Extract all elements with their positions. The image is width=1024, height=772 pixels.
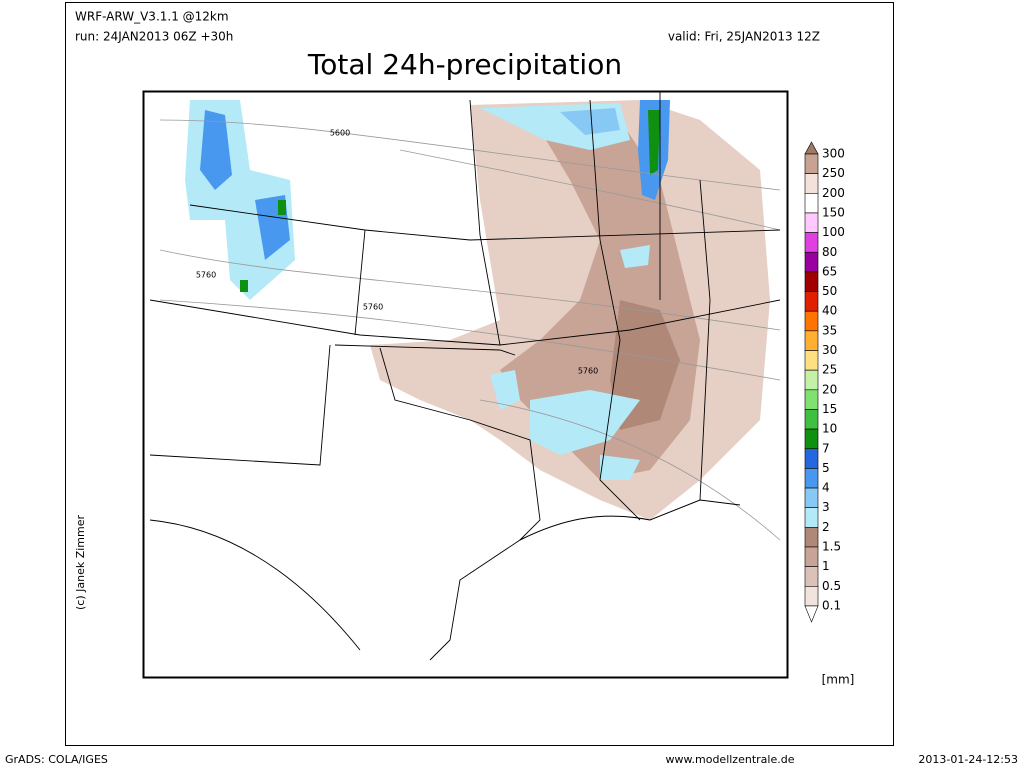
legend-label: 65 — [822, 264, 837, 278]
precip-blue-north-2 — [560, 108, 620, 135]
legend-swatch — [804, 310, 819, 332]
legend-label: 300 — [822, 147, 845, 161]
legend-swatch — [804, 291, 819, 312]
legend-swatch — [804, 448, 819, 469]
precip-west-heavy — [200, 110, 290, 260]
legend: 300 250 200 150 100 80 65 50 40 35 30 25 20 15 10 7 5 4 3 2… — [804, 141, 845, 623]
legend-label: 150 — [822, 205, 845, 219]
legend-swatch — [804, 153, 819, 174]
precip-blue-iowa — [620, 245, 650, 268]
legend-label: 40 — [822, 304, 837, 318]
legend-swatch — [804, 409, 819, 430]
map-area — [143, 91, 787, 677]
precip-green — [648, 110, 660, 175]
precip-west-green — [240, 200, 286, 292]
legend-label: 2 — [822, 520, 830, 534]
legend-label: 0.5 — [822, 579, 841, 593]
legend-swatch — [804, 212, 819, 233]
outer-frame — [65, 2, 894, 746]
legend-label: 25 — [822, 363, 837, 377]
footer-right: 2013-01-24-12:53 — [918, 753, 1018, 766]
legend-swatch — [804, 468, 819, 489]
legend-label: 20 — [822, 382, 837, 396]
legend-label: 200 — [822, 186, 845, 200]
legend-unit: [mm] — [822, 673, 855, 687]
model-label: WRF-ARW_V3.1.1 @12km — [75, 10, 229, 24]
legend-label: 0.1 — [822, 598, 841, 612]
precip-blue-south — [490, 370, 640, 480]
legend-label: 30 — [822, 343, 837, 357]
map-frame — [142, 90, 789, 679]
title: Total 24h-precipitation — [307, 48, 622, 81]
legend-swatch — [804, 232, 819, 253]
footer-center: www.modellzentrale.de — [666, 753, 795, 766]
legend-label: 5 — [822, 461, 830, 475]
credit: (c) Janek Zimmer — [74, 514, 87, 610]
legend-label: 10 — [822, 422, 837, 436]
contour-label: 5760 — [196, 271, 216, 280]
legend-swatch — [804, 330, 819, 351]
legend-label: 15 — [822, 402, 837, 416]
contour-label: 5760 — [363, 303, 383, 312]
legend-label: 50 — [822, 284, 837, 298]
legend-swatch — [804, 271, 819, 292]
legend-label: 1 — [822, 559, 830, 573]
legend-label: 4 — [822, 481, 830, 495]
footer-left: GrADS: COLA/IGES — [5, 753, 108, 766]
legend-label: 250 — [822, 166, 845, 180]
legend-swatch — [804, 389, 819, 410]
legend-swatch — [804, 585, 819, 607]
legend-swatch — [804, 527, 819, 548]
legend-swatch — [804, 369, 819, 391]
height-contours — [159, 119, 781, 541]
valid-label: valid: Fri, 25JAN2013 12Z — [668, 30, 820, 44]
legend-swatch — [804, 507, 819, 528]
legend-label: 7 — [822, 441, 830, 455]
legend-swatch — [804, 487, 819, 508]
legend-swatch — [804, 173, 819, 194]
legend-swatch — [804, 251, 819, 273]
legend-label: 3 — [822, 500, 830, 514]
run-label: run: 24JAN2013 06Z +30h — [75, 30, 233, 44]
legend-swatch — [804, 428, 819, 450]
legend-label: 35 — [822, 323, 837, 337]
legend-swatch — [804, 193, 819, 214]
gulf-coast — [519, 499, 741, 541]
state-borders — [149, 91, 781, 661]
contour-label: 5600 — [330, 129, 350, 138]
legend-arrow-top — [804, 141, 819, 155]
legend-arrow-bottom — [804, 605, 819, 623]
legend-label: 100 — [822, 225, 845, 239]
legend-swatch — [804, 350, 819, 371]
legend-swatch — [804, 566, 819, 587]
contour-label: 5760 — [578, 367, 598, 376]
legend-swatch — [804, 546, 819, 567]
legend-label: 1.5 — [822, 540, 841, 554]
legend-label: 80 — [822, 245, 837, 259]
